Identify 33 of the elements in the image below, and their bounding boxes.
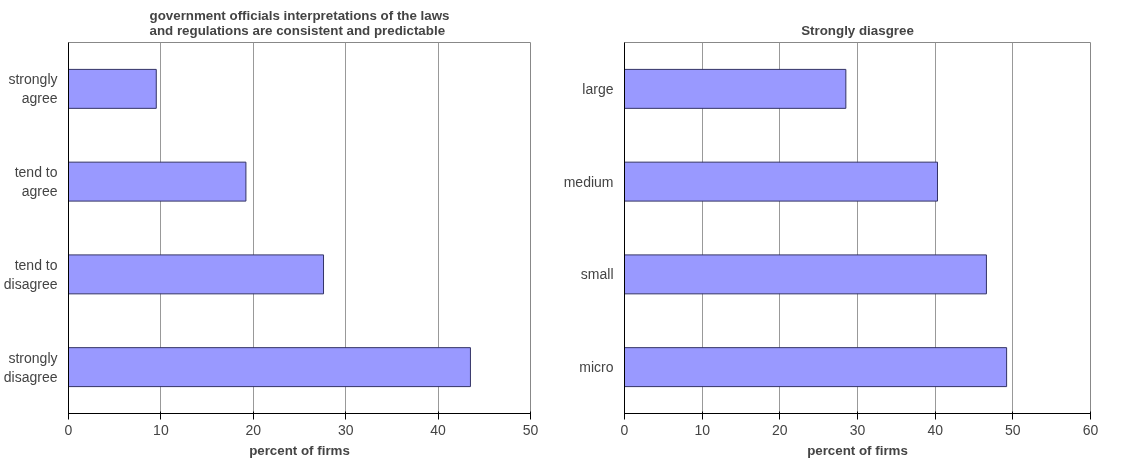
y-tick-label: tend to agree — [14, 164, 58, 200]
y-tick-label: strongly disagree — [3, 349, 58, 385]
x-tick-label: 40 — [430, 421, 447, 438]
x-axis-title: percent of firms — [807, 442, 908, 458]
chart-title: Strongly diasgree — [801, 22, 914, 38]
bar — [68, 254, 325, 295]
y-tick-label: small — [580, 266, 614, 283]
x-tick-label: 30 — [337, 421, 354, 438]
bar — [68, 161, 247, 202]
y-tick-label: micro — [579, 359, 614, 376]
x-tick-label: 60 — [1082, 421, 1099, 438]
x-tick-label: 40 — [927, 421, 944, 438]
x-tick-label: 50 — [522, 421, 539, 438]
x-tick-label: 20 — [245, 421, 262, 438]
y-tick-label: medium — [563, 173, 614, 190]
x-tick-label: 50 — [1005, 421, 1021, 438]
x-tick-label: 0 — [620, 421, 629, 438]
bar — [68, 68, 157, 109]
bar — [624, 254, 987, 295]
chart-title: government officials interpretations of the laws and regulations are consistent and predictable — [149, 7, 450, 38]
x-tick-label: 0 — [64, 421, 73, 438]
x-tick-label: 10 — [694, 421, 711, 438]
y-tick-label: tend to disagree — [3, 256, 58, 292]
bar — [624, 68, 847, 109]
y-tick-label: large — [582, 80, 614, 97]
bar — [624, 161, 938, 202]
x-tick-label: 30 — [849, 421, 866, 438]
x-tick-label: 20 — [772, 421, 788, 438]
x-axis-title: percent of firms — [249, 442, 350, 458]
x-tick-label: 10 — [153, 421, 169, 438]
y-tick-label: strongly agree — [8, 71, 58, 107]
bar — [68, 347, 471, 388]
bar — [624, 347, 1008, 388]
